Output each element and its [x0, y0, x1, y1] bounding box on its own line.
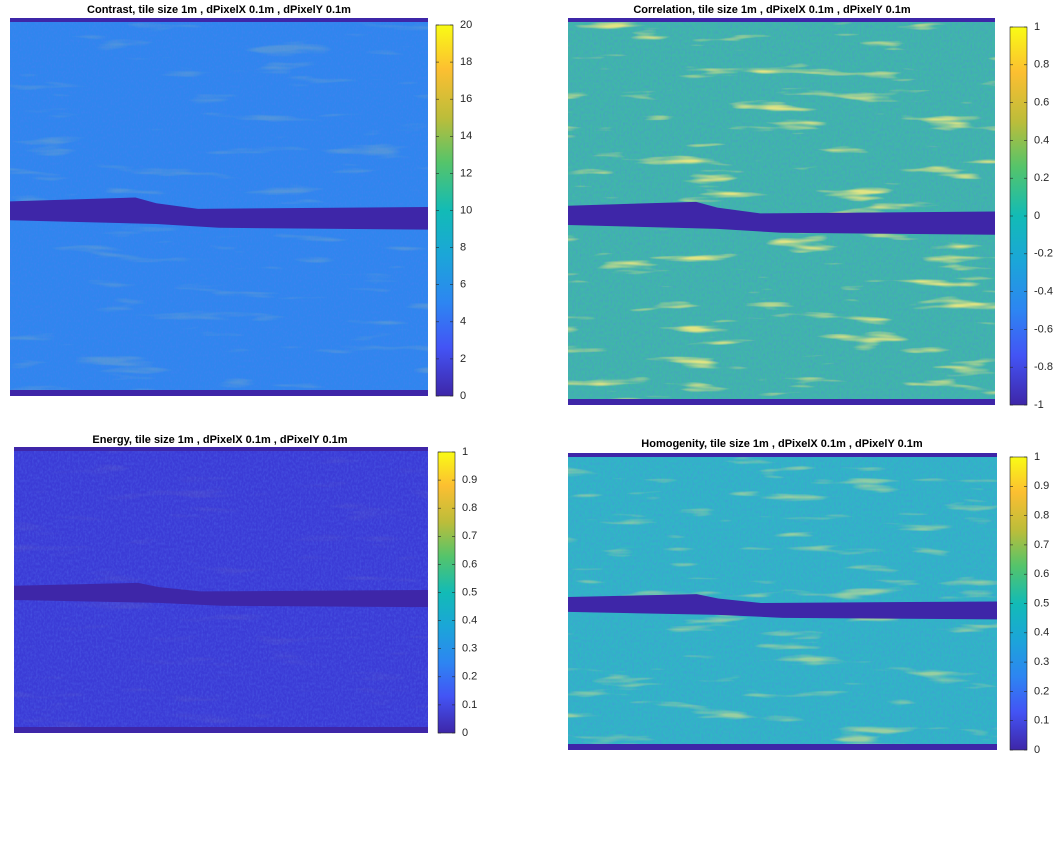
heatmap-panel: Homogenity, tile size 1m , dPixelX 0.1m …: [568, 438, 1049, 756]
heatmap-panel: Correlation, tile size 1m , dPixelX 0.1m…: [568, 4, 1053, 411]
colorbar-tick-label: 0.1: [1034, 715, 1049, 727]
colorbar-tick-label: 0.1: [462, 699, 477, 711]
dark-band: [568, 201, 995, 235]
colorbar-tick-label: 0.9: [1034, 480, 1049, 492]
dark-band: [10, 197, 428, 230]
colorbar-tick-label: 14: [460, 130, 472, 142]
colorbar-tick-label: 2: [460, 353, 466, 365]
edge-strip: [568, 399, 995, 405]
heatmap-panel: Energy, tile size 1m , dPixelX 0.1m , dP…: [14, 434, 477, 739]
colorbar-tick-label: 0.2: [462, 671, 477, 683]
colorbar-tick-label: 0.6: [462, 558, 477, 570]
colorbar-tick-label: 0.8: [1034, 510, 1049, 522]
colorbar-tick-label: 0.9: [462, 474, 477, 486]
edge-strip: [568, 18, 995, 22]
colorbar-tick-label: 4: [460, 316, 466, 328]
edge-strip: [10, 390, 428, 396]
colorbar-tick-label: 0.2: [1034, 685, 1049, 697]
chart-title: Energy, tile size 1m , dPixelX 0.1m , dP…: [92, 434, 347, 446]
colorbar-tick-label: 0.6: [1034, 97, 1049, 109]
colorbar-tick-label: 0.3: [1034, 656, 1049, 668]
colorbar-tick-label: 20: [460, 19, 472, 31]
colorbar-tick-label: 1: [1034, 21, 1040, 33]
dark-band: [568, 594, 997, 620]
colorbar-tick-label: 0: [460, 390, 466, 402]
colorbar-tick-label: 0: [462, 727, 468, 739]
colorbar-tick-label: 18: [460, 56, 472, 68]
colorbar-tick-label: 0.3: [462, 643, 477, 655]
colorbar-tick-label: 6: [460, 279, 466, 291]
colorbar-tick-label: 0.5: [1034, 597, 1049, 609]
colorbar-tick-label: 10: [460, 204, 472, 216]
colorbar-tick-label: -1: [1034, 399, 1044, 411]
dark-band: [14, 582, 428, 608]
colorbar-tick-label: 0.4: [1034, 134, 1049, 146]
chart-title: Correlation, tile size 1m , dPixelX 0.1m…: [633, 4, 911, 16]
edge-strip: [568, 744, 997, 750]
colorbar-tick-label: 0.6: [1034, 568, 1049, 580]
colorbar-tick-label: 0.8: [1034, 59, 1049, 71]
colorbar-tick-label: 1: [462, 446, 468, 458]
colorbar-tick-label: 0: [1034, 210, 1040, 222]
colorbar-tick-label: 0.7: [462, 530, 477, 542]
edge-strip: [14, 727, 428, 733]
edge-strip: [14, 447, 428, 451]
colorbar-tick-label: 16: [460, 93, 472, 105]
colorbar-tick-label: 1: [1034, 451, 1040, 463]
colorbar-tick-label: 0.4: [1034, 627, 1049, 639]
colorbar-tick-label: 0.5: [462, 586, 477, 598]
colorbar-tick-label: 0.4: [462, 615, 477, 627]
colorbar-tick-label: 0.2: [1034, 172, 1049, 184]
colorbar-tick-label: 12: [460, 167, 472, 179]
edge-strip: [10, 18, 428, 22]
colorbar-tick-label: 0.8: [462, 502, 477, 514]
colorbar-tick-label: -0.2: [1034, 248, 1053, 260]
colorbar-tick-label: 0: [1034, 744, 1040, 756]
chart-title: Contrast, tile size 1m , dPixelX 0.1m , …: [87, 4, 351, 16]
colorbar-tick-label: -0.6: [1034, 323, 1053, 335]
heatmap-panel: Contrast, tile size 1m , dPixelX 0.1m , …: [10, 4, 472, 402]
colorbar-tick-label: 8: [460, 242, 466, 254]
colorbar-tick-label: -0.4: [1034, 286, 1053, 298]
colorbar-tick-label: 0.7: [1034, 539, 1049, 551]
colorbar-tick-label: -0.8: [1034, 361, 1053, 373]
edge-strip: [568, 453, 997, 457]
chart-title: Homogenity, tile size 1m , dPixelX 0.1m …: [641, 438, 923, 450]
